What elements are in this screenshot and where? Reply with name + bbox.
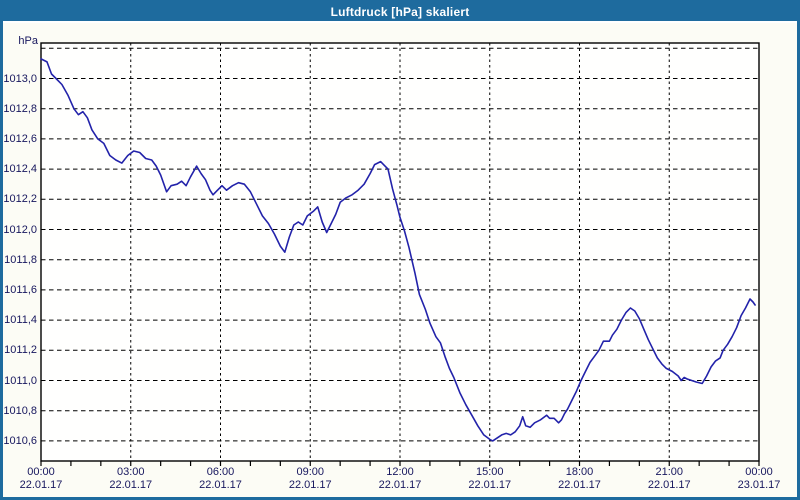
x-tick-time-label: 15:00 — [475, 466, 504, 478]
x-tick-time-label: 21:00 — [655, 466, 684, 478]
x-tick-date-label: 22.01.17 — [109, 479, 153, 491]
y-axis-unit-label: hPa — [18, 35, 38, 47]
pressure-series-line — [40, 58, 756, 442]
y-tick-label: 1011,0 — [4, 374, 37, 387]
x-tick-time-label: 06:00 — [206, 466, 235, 478]
y-tick-label: 1011,2 — [4, 344, 37, 357]
y-tick-label: 1012,2 — [3, 193, 37, 206]
x-tick-time-label: 18:00 — [565, 466, 594, 478]
x-tick-time-label: 00:00 — [27, 466, 55, 478]
x-tick-time-label: 00:00 — [745, 466, 773, 478]
y-tick-label: 1012,6 — [3, 132, 37, 145]
x-tick-date-label: 22.01.17 — [378, 479, 422, 491]
title-bar[interactable]: Luftdruck [hPa] skaliert — [3, 3, 797, 23]
y-tick-label: 1010,6 — [3, 434, 37, 447]
x-tick-time-label: 09:00 — [296, 466, 325, 478]
x-tick-date-label: 23.01.17 — [737, 479, 781, 491]
x-tick-date-label: 22.01.17 — [19, 479, 63, 491]
x-tick-date-label: 22.01.17 — [468, 479, 512, 491]
y-tick-label: 1012,0 — [3, 223, 37, 236]
x-tick-time-label: 03:00 — [116, 466, 145, 478]
y-tick-label: 1012,8 — [3, 102, 37, 115]
x-tick-date-label: 22.01.17 — [647, 479, 691, 491]
y-tick-label: 1011,4 — [4, 314, 37, 327]
y-tick-label: 1011,6 — [4, 283, 37, 296]
x-tick-date-label: 22.01.17 — [288, 479, 332, 491]
window-title: Luftdruck [hPa] skaliert — [330, 5, 470, 19]
y-tick-label: 1013,0 — [3, 72, 37, 85]
y-tick-label: 1012,4 — [3, 163, 37, 176]
x-tick-date-label: 22.01.17 — [558, 479, 601, 491]
x-tick-date-label: 22.01.17 — [199, 479, 242, 491]
x-tick-time-label: 12:00 — [386, 466, 414, 478]
y-tick-label: 1011,8 — [4, 253, 37, 266]
y-tick-label: 1010,8 — [3, 404, 37, 417]
